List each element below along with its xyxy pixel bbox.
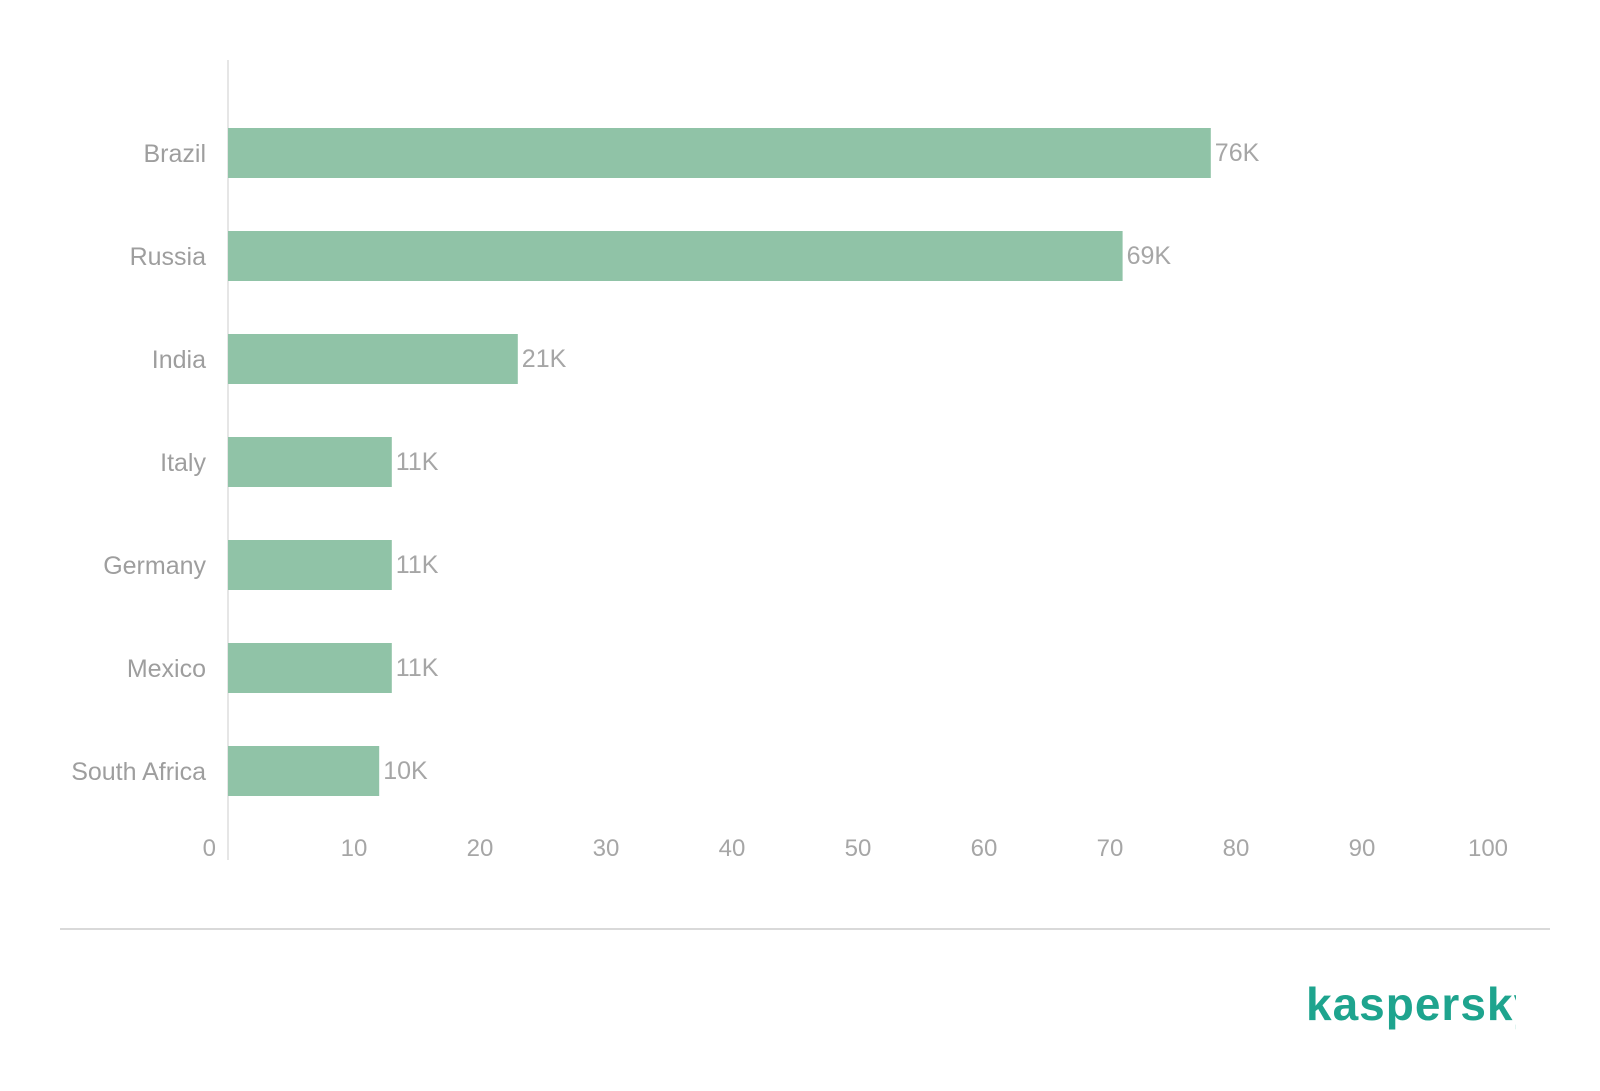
data-label: 10K [383, 757, 428, 785]
category-label: Italy [160, 449, 206, 477]
data-label: 69K [1127, 242, 1172, 270]
x-tick-label: 90 [1349, 835, 1376, 862]
kaspersky-logo: kaspersky [1306, 978, 1539, 1041]
x-tick-label: 70 [1097, 835, 1124, 862]
x-tick-label: 100 [1468, 835, 1508, 862]
x-tick-label: 80 [1223, 835, 1250, 862]
data-label: 11K [396, 448, 439, 476]
category-label: Germany [103, 552, 206, 580]
bar [228, 643, 392, 693]
category-label: Mexico [127, 655, 206, 683]
x-tick-label: 60 [971, 835, 998, 862]
data-label: 11K [396, 654, 439, 682]
x-tick-label: 0 [203, 835, 216, 862]
bar [228, 334, 518, 384]
data-label: 11K [396, 551, 439, 579]
bottom-divider [60, 928, 1550, 930]
category-label: South Africa [71, 758, 206, 786]
x-tick-label: 20 [467, 835, 494, 862]
x-tick-label: 40 [719, 835, 746, 862]
category-label: Russia [130, 243, 207, 271]
x-tick-label: 10 [341, 835, 368, 862]
category-label: India [152, 346, 206, 374]
x-tick-label: 30 [593, 835, 620, 862]
bar [228, 231, 1123, 281]
bar [228, 540, 392, 590]
bar [228, 437, 392, 487]
svg-text:kaspersky: kaspersky [1306, 980, 1516, 1030]
x-tick-label: 50 [845, 835, 872, 862]
category-label: Brazil [143, 140, 206, 168]
data-label: 21K [522, 345, 567, 373]
bar [228, 128, 1211, 178]
bar [228, 746, 380, 796]
data-label: 76K [1215, 139, 1260, 167]
